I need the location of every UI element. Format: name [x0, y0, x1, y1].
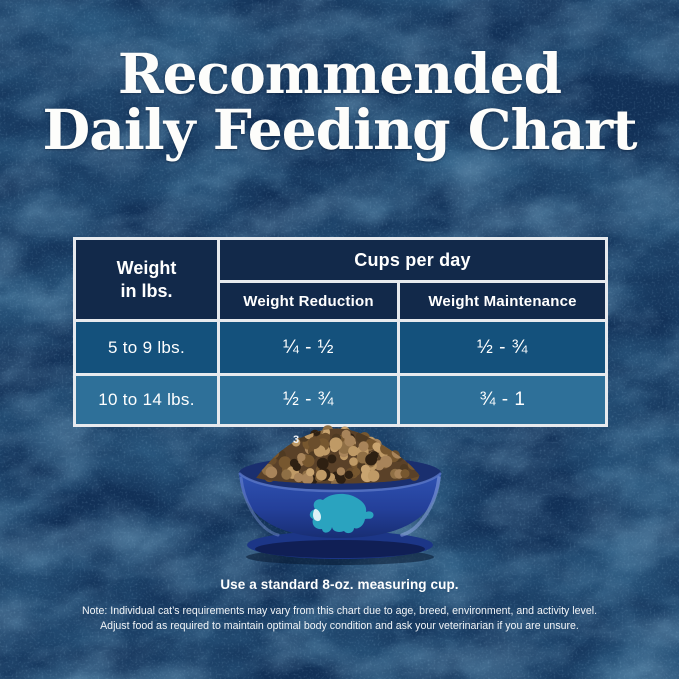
page-title-line2: Daily Feeding Chart: [42, 97, 638, 162]
buffalo-icon: [309, 493, 374, 534]
kibble-pellet: [329, 437, 343, 451]
footnote-marker: 3: [293, 434, 300, 446]
kibble-pellet: [358, 441, 369, 452]
kibble-pellet: [372, 442, 381, 451]
note-line1: Note: Individual cat’s requirements may …: [81, 605, 598, 617]
kibble-pellet: [269, 448, 280, 459]
kibble-pellet: [405, 438, 417, 451]
kibble-pellet: [261, 444, 274, 457]
kibble-pellet: [257, 440, 270, 453]
table-row: 5 to 9 lbs. ¼ - ½ ½ - ¾: [73, 319, 608, 376]
kibble-pellet: [344, 470, 354, 479]
kibble-pellet: [348, 445, 359, 457]
kibble-pellet: [349, 457, 358, 466]
kibble-pellet: [388, 436, 397, 445]
kibble-pellet: [403, 439, 413, 448]
bowl-right-highlight: [400, 476, 441, 537]
header-weight-in-lbs: Weight in lbs.: [73, 237, 220, 322]
kibble-pellet: [297, 453, 306, 462]
cell-maintenance-row1: ½ - ¾: [397, 319, 608, 376]
kibble-pellet: [278, 456, 292, 469]
weight-header-line1: Weight: [116, 257, 177, 278]
kibble-pellet: [336, 467, 346, 476]
kibble-pellet: [337, 476, 346, 484]
kibble-pellet: [306, 468, 315, 477]
kibble-pellet: [308, 436, 321, 450]
bowl-foot-bottom: [255, 540, 425, 558]
kibble-pellet: [289, 458, 299, 468]
kibble-pellet: [316, 469, 327, 481]
kibble-pellet: [316, 457, 329, 470]
kibble-pellet: [380, 442, 393, 455]
kibble-pellet: [341, 429, 351, 439]
bowl-illustration: [238, 425, 442, 565]
bowl-left-highlight: [239, 476, 280, 537]
kibble-pellet: [392, 433, 404, 446]
kibble-pellet: [360, 464, 371, 474]
kibble-pellet: [256, 447, 263, 460]
kibble-pellet: [271, 442, 283, 453]
cell-reduction-row1: ¼ - ½: [217, 319, 400, 376]
weight-header-line2: in lbs.: [120, 280, 173, 301]
kibble-pellet: [400, 469, 410, 479]
kibble-pellet: [352, 467, 361, 476]
page-title-line1: Recommended: [117, 41, 562, 106]
kibble-pellet: [380, 455, 393, 468]
kibble-pellet: [367, 470, 380, 482]
kibble-mound: [256, 428, 420, 484]
header-cups-per-day: Cups per day: [217, 237, 608, 283]
cell-reduction-row2: ½ - ¾: [217, 373, 400, 427]
cell-weight-row1: 5 to 9 lbs.: [73, 319, 220, 376]
header-weight-reduction: Weight Reduction: [217, 280, 400, 322]
cell-maintenance-row2: ¾ - 1: [397, 373, 608, 427]
buffalo-face-patch: [313, 509, 321, 522]
kibble-pellet: [393, 434, 404, 445]
bowl-rim-highlight: [238, 472, 442, 493]
measuring-cup-caption: Use a standard 8-oz. measuring cup.: [220, 577, 459, 592]
note-text: Note: Individual cat’s requirements may …: [0, 604, 679, 634]
header-weight-maintenance: Weight Maintenance: [397, 280, 608, 322]
page-title: Recommended Daily Feeding Chart: [0, 46, 679, 158]
kibble-pellet: [293, 472, 304, 483]
kibble-pellet: [260, 450, 272, 462]
kibble-pellet: [365, 453, 377, 466]
kibble-pellet: [409, 441, 420, 454]
feeding-table: Weight in lbs. Cups per day Weight Reduc…: [73, 237, 608, 427]
buffalo-logo: [309, 493, 374, 534]
note-line2: Adjust food as required to maintain opti…: [100, 620, 579, 632]
kibble-pellet: [411, 448, 420, 458]
table-row: 10 to 14 lbs. ½ - ¾ ¾ - 1: [73, 373, 608, 427]
kibble-pellet: [265, 466, 278, 479]
kibble-pellet: [327, 454, 337, 464]
kibble-pellet: [270, 434, 281, 446]
kibble-pellet: [267, 440, 276, 449]
kibble-pellet: [281, 469, 292, 480]
cell-weight-row2: 10 to 14 lbs.: [73, 373, 220, 427]
kibble-pellet: [388, 438, 399, 449]
